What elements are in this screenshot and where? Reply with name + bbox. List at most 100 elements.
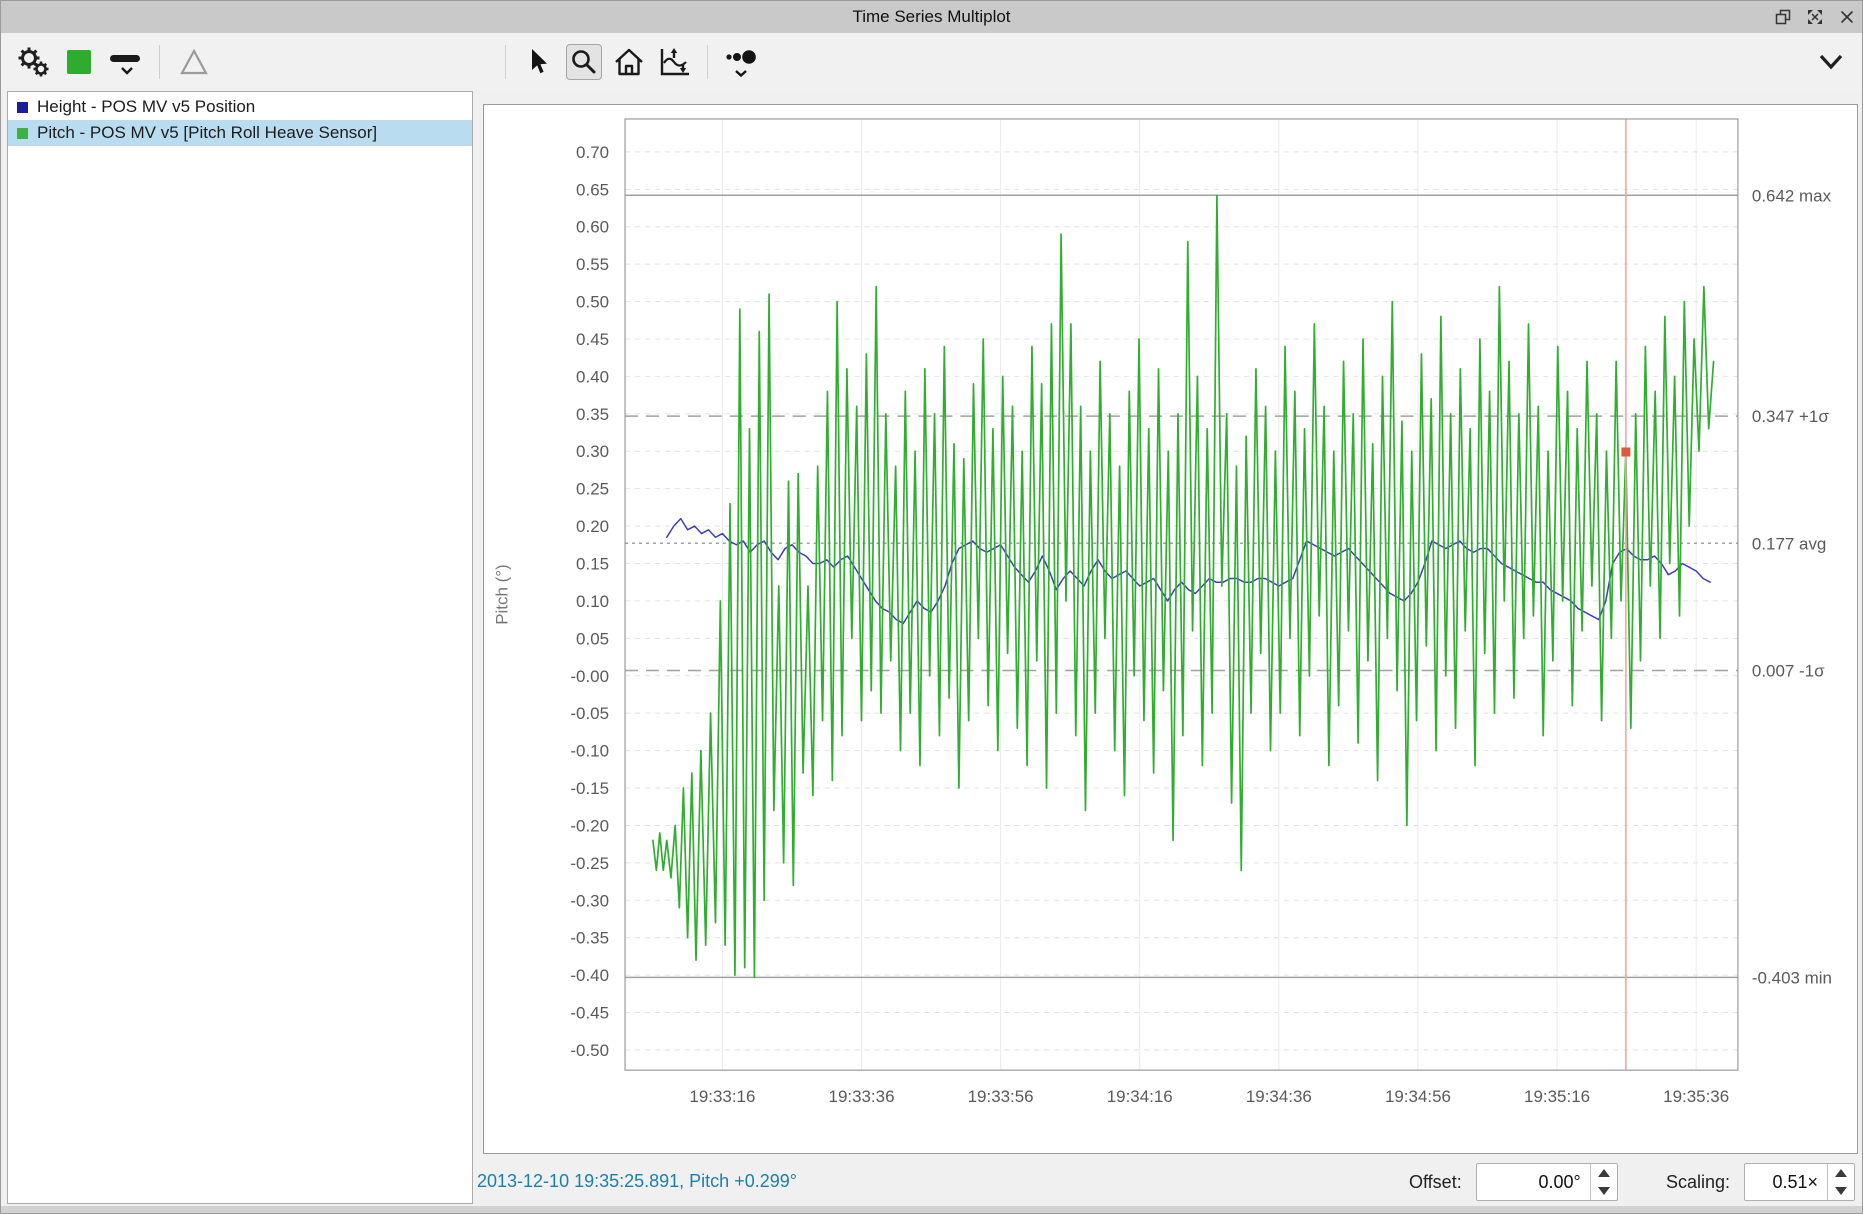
pointer-tool-button[interactable] [521, 44, 557, 80]
home-view-button[interactable] [611, 44, 647, 80]
svg-text:-0.30: -0.30 [570, 891, 609, 910]
point-size-button[interactable] [723, 44, 759, 80]
scaling-decrement-button[interactable] [1828, 1182, 1854, 1200]
chart-widget: 0.642 max 0.347 +1σ 0.177 avg 0.007 -1σ -0.4… [483, 104, 1858, 1154]
series-legend-panel: Height - POS MV v5 Position Pitch - POS … [7, 91, 473, 1204]
svg-text:-0.05: -0.05 [570, 704, 609, 723]
svg-text:0.15: 0.15 [576, 554, 609, 573]
legend-item-pitch[interactable]: Pitch - POS MV v5 [Pitch Roll Heave Sens… [8, 120, 472, 146]
pitch-series-swatch [17, 127, 28, 139]
up-arrow-icon [1835, 1169, 1848, 1177]
offset-decrement-button[interactable] [1591, 1182, 1617, 1200]
offset-spinner [1589, 1164, 1617, 1200]
collapse-chevron-icon [1819, 54, 1843, 70]
svg-text:-0.45: -0.45 [570, 1004, 609, 1023]
svg-text:0.30: 0.30 [576, 442, 609, 461]
triangle-marker-icon [180, 49, 208, 75]
float-icon [1775, 9, 1791, 25]
svg-text:0.347 +1σ: 0.347 +1σ [1752, 407, 1829, 426]
svg-text:19:35:36: 19:35:36 [1663, 1087, 1729, 1106]
svg-text:-0.35: -0.35 [570, 929, 609, 948]
toolbar-left-group [15, 33, 212, 91]
autoscale-button[interactable] [656, 44, 692, 80]
svg-text:0.20: 0.20 [576, 517, 609, 536]
line-style-icon [110, 55, 140, 75]
svg-text:0.50: 0.50 [576, 293, 609, 312]
offset-label: Offset: [1409, 1171, 1462, 1192]
svg-text:19:34:16: 19:34:16 [1107, 1087, 1173, 1106]
series-color-button[interactable] [61, 44, 97, 80]
offset-value[interactable]: 0.00° [1538, 1171, 1581, 1192]
toolbar-separator [159, 45, 160, 79]
svg-text:0.10: 0.10 [576, 592, 609, 611]
svg-text:-0.403 min: -0.403 min [1752, 968, 1832, 987]
window-bottom-edge [1, 1206, 1862, 1213]
toolbar-center-group [499, 33, 759, 91]
maximize-button[interactable] [1806, 8, 1824, 26]
titlebar-controls [1774, 1, 1856, 33]
scaling-spinner [1827, 1164, 1854, 1200]
svg-text:0.007 -1σ: 0.007 -1σ [1752, 662, 1825, 681]
svg-text:0.60: 0.60 [576, 218, 609, 237]
offset-spinbox[interactable]: 0.00° [1475, 1163, 1618, 1201]
up-arrow-icon [1597, 1169, 1610, 1177]
svg-text:-0.15: -0.15 [570, 779, 609, 798]
offset-control: Offset: 0.00° [1409, 1163, 1618, 1201]
svg-text:-0.25: -0.25 [570, 854, 609, 873]
cursor-readout: 2013-12-10 19:35:25.891, Pitch +0.299° [477, 1171, 797, 1191]
svg-text:19:34:36: 19:34:36 [1246, 1087, 1312, 1106]
toolbar [1, 33, 1862, 91]
status-row: 2013-12-10 19:35:25.891, Pitch +0.299° O… [1, 1159, 1862, 1207]
offset-increment-button[interactable] [1591, 1164, 1617, 1182]
home-icon [615, 48, 643, 76]
svg-text:0.642 max: 0.642 max [1752, 186, 1832, 205]
window-title: Time Series Multiplot [852, 7, 1011, 26]
legend-item-height[interactable]: Height - POS MV v5 Position [8, 94, 472, 120]
maximize-icon [1808, 10, 1822, 24]
svg-text:19:33:36: 19:33:36 [829, 1087, 895, 1106]
close-button[interactable] [1838, 8, 1856, 26]
svg-text:0.70: 0.70 [576, 143, 609, 162]
height-series-swatch [17, 101, 28, 113]
scaling-increment-button[interactable] [1828, 1164, 1854, 1182]
toolbar-collapse-button[interactable] [1818, 33, 1844, 91]
svg-text:19:33:16: 19:33:16 [689, 1087, 755, 1106]
down-arrow-icon [1597, 1187, 1610, 1195]
marker-style-button[interactable] [176, 44, 212, 80]
svg-text:19:34:56: 19:34:56 [1385, 1087, 1451, 1106]
toolbar-separator [707, 45, 708, 79]
svg-text:0.25: 0.25 [576, 480, 609, 499]
scaling-control: Scaling: 0.51× [1666, 1163, 1856, 1201]
settings-button[interactable] [15, 44, 51, 80]
pointer-icon [532, 49, 547, 74]
svg-text:-0.20: -0.20 [570, 816, 609, 835]
down-arrow-icon [1835, 1187, 1848, 1195]
timeseries-chart[interactable]: 0.642 max 0.347 +1σ 0.177 avg 0.007 -1σ -0.4… [484, 105, 1857, 1153]
scaling-spinbox[interactable]: 0.51× [1744, 1163, 1856, 1201]
toolbar-separator [505, 45, 506, 79]
autoscale-icon [660, 48, 689, 76]
settings-gears-icon [18, 47, 49, 77]
svg-text:Pitch (°): Pitch (°) [492, 564, 511, 624]
float-button[interactable] [1774, 8, 1792, 26]
close-icon [1841, 11, 1853, 23]
svg-text:19:33:56: 19:33:56 [968, 1087, 1034, 1106]
svg-text:0.65: 0.65 [576, 180, 609, 199]
svg-text:0.177 avg: 0.177 avg [1752, 534, 1826, 553]
scaling-label: Scaling: [1666, 1171, 1731, 1192]
svg-text:0.45: 0.45 [576, 330, 609, 349]
zoom-tool-button[interactable] [566, 44, 602, 80]
scaling-value[interactable]: 0.51× [1772, 1171, 1819, 1192]
zoom-icon [572, 50, 596, 74]
svg-text:-0.40: -0.40 [570, 966, 609, 985]
svg-text:0.55: 0.55 [576, 255, 609, 274]
titlebar: Time Series Multiplot [1, 1, 1862, 33]
svg-text:19:35:16: 19:35:16 [1524, 1087, 1590, 1106]
svg-text:-0.50: -0.50 [570, 1041, 609, 1060]
svg-text:0.35: 0.35 [576, 405, 609, 424]
line-style-button[interactable] [107, 44, 143, 80]
point-size-icon [726, 50, 756, 78]
svg-text:-0.10: -0.10 [570, 742, 609, 761]
legend-item-label: Height - POS MV v5 Position [37, 97, 256, 116]
